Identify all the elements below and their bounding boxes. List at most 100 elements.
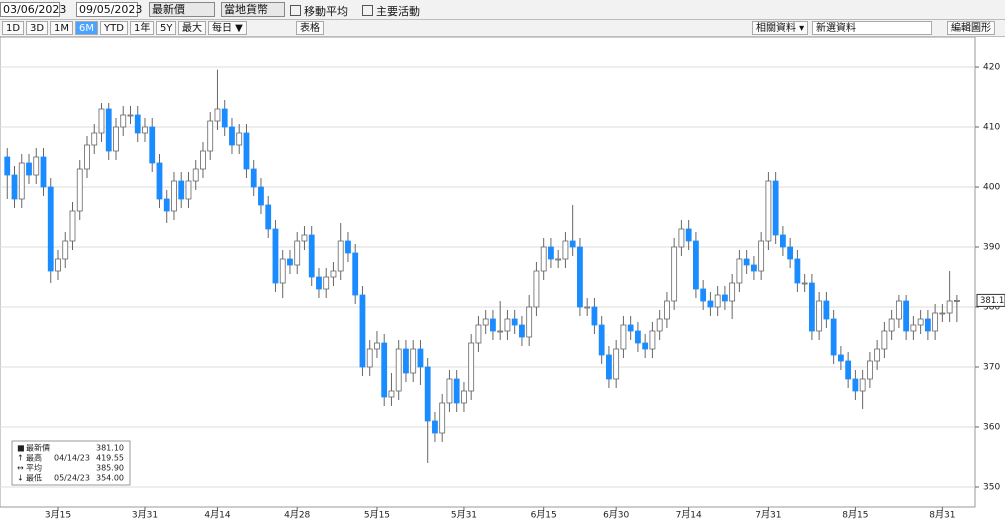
candle-body <box>120 114 127 128</box>
end-date[interactable]: 09/05/2023 <box>76 2 142 17</box>
candle-body <box>91 132 98 146</box>
table-button[interactable]: 表格 <box>296 21 324 35</box>
candle-body <box>700 288 707 302</box>
candle-body <box>330 270 337 278</box>
events-toggle[interactable]: 主要活動 <box>362 3 420 19</box>
plot-area <box>0 37 976 508</box>
candle-body <box>243 132 250 170</box>
candle-body <box>482 318 489 326</box>
candle-body <box>207 120 214 152</box>
field-select[interactable]: 最新價 <box>149 2 215 17</box>
legend-symbol: ↑ <box>17 454 24 463</box>
candle-body <box>656 318 663 332</box>
x-tick-label: 8月15 <box>842 510 868 520</box>
candle-body <box>417 348 424 368</box>
candle-body <box>772 180 779 236</box>
candle-body <box>946 300 953 314</box>
candle-body <box>287 258 293 266</box>
label: 移動平均 <box>304 5 348 18</box>
range-button[interactable]: 最大 <box>178 21 206 35</box>
legend-label: 最高 <box>26 453 42 463</box>
candle-body <box>823 300 830 320</box>
candle-body <box>185 180 192 200</box>
candle-body <box>627 324 634 332</box>
candle-body <box>598 324 605 356</box>
candle-body <box>236 132 243 146</box>
currency-select[interactable]: 當地貨幣 <box>221 2 285 17</box>
x-tick-label: 4月14 <box>204 510 230 520</box>
candle-body <box>765 180 772 242</box>
new-data-box[interactable]: 新選資料 <box>812 21 932 35</box>
candle-body <box>606 354 612 380</box>
candle-body <box>388 390 395 398</box>
range-button[interactable]: 1年 <box>130 21 155 35</box>
legend <box>11 440 131 486</box>
range-button[interactable]: 6M <box>75 21 98 35</box>
candle-body <box>685 228 692 242</box>
range-button[interactable]: 3D <box>26 21 49 35</box>
candle-body <box>352 252 359 296</box>
candle-body <box>366 348 373 368</box>
toolbar-2: 1D 3D 1M 6M YTD 1年 5Y 最大 每日 ▼ 表格 相關資料 ▾ 新選資料 編輯圖形 <box>0 20 1005 37</box>
x-tick-label: 4月28 <box>284 510 310 520</box>
candle-body <box>859 378 866 392</box>
start-date[interactable]: 03/06/2023 <box>0 2 66 17</box>
candle-body <box>533 270 540 308</box>
range-button[interactable]: 1M <box>50 21 73 35</box>
candle-body <box>192 168 199 182</box>
legend-label: 最新價 <box>26 443 50 453</box>
candle-body <box>69 210 76 242</box>
related-button[interactable]: 相關資料 ▾ <box>752 21 809 35</box>
candle-body <box>403 348 409 374</box>
range-button[interactable]: 1D <box>2 21 25 35</box>
candle-body <box>917 318 924 326</box>
candle-body <box>149 126 156 164</box>
x-tick-label: 6月30 <box>603 510 629 520</box>
candle-body <box>830 318 837 356</box>
candle-body <box>439 402 446 434</box>
legend-date: 05/24/23 <box>54 474 90 483</box>
candle-body <box>932 312 939 332</box>
candle-body <box>787 246 794 260</box>
candle-body <box>272 228 279 284</box>
period-select[interactable]: 每日 ▼ <box>208 21 247 35</box>
candle-body <box>323 276 330 290</box>
candle-body <box>555 258 562 261</box>
candle-body <box>410 348 417 374</box>
candle-body <box>178 180 185 200</box>
range-button[interactable]: YTD <box>100 21 128 35</box>
candle-body <box>446 378 453 404</box>
candle-body <box>337 240 344 272</box>
candle-body <box>511 318 518 326</box>
x-tick-label: 5月15 <box>364 510 390 520</box>
candle-body <box>214 108 221 122</box>
candle-body <box>113 126 119 152</box>
candle-body <box>736 258 743 284</box>
candle-body <box>845 360 852 380</box>
y-tick-label: 390 <box>983 243 1000 253</box>
legend-value: 354.00 <box>96 474 124 483</box>
candle-body <box>866 360 873 380</box>
candle-body <box>707 300 714 308</box>
label: 主要活動 <box>376 5 420 18</box>
candle-body <box>751 264 757 272</box>
candle-body <box>562 240 569 260</box>
candle-body <box>265 204 272 230</box>
candle-body <box>279 258 286 284</box>
candle-body <box>308 234 315 278</box>
candle-body <box>801 282 808 285</box>
moving-average-toggle[interactable]: 移動平均 <box>290 3 348 19</box>
y-tick-label: 370 <box>983 363 1000 373</box>
candle-body <box>395 348 402 392</box>
candle-body <box>714 294 721 308</box>
candle-body <box>468 342 475 392</box>
range-button[interactable]: 5Y <box>156 21 177 35</box>
legend-symbol: ↔ <box>17 464 24 473</box>
edit-chart-button[interactable]: 編輯圖形 <box>947 21 995 35</box>
candle-body <box>722 294 728 302</box>
last-price-tag <box>976 293 1005 307</box>
candle-body <box>33 156 40 176</box>
candle-body <box>910 324 917 332</box>
y-tick-label: 360 <box>983 423 1000 433</box>
candle-body <box>229 126 235 146</box>
